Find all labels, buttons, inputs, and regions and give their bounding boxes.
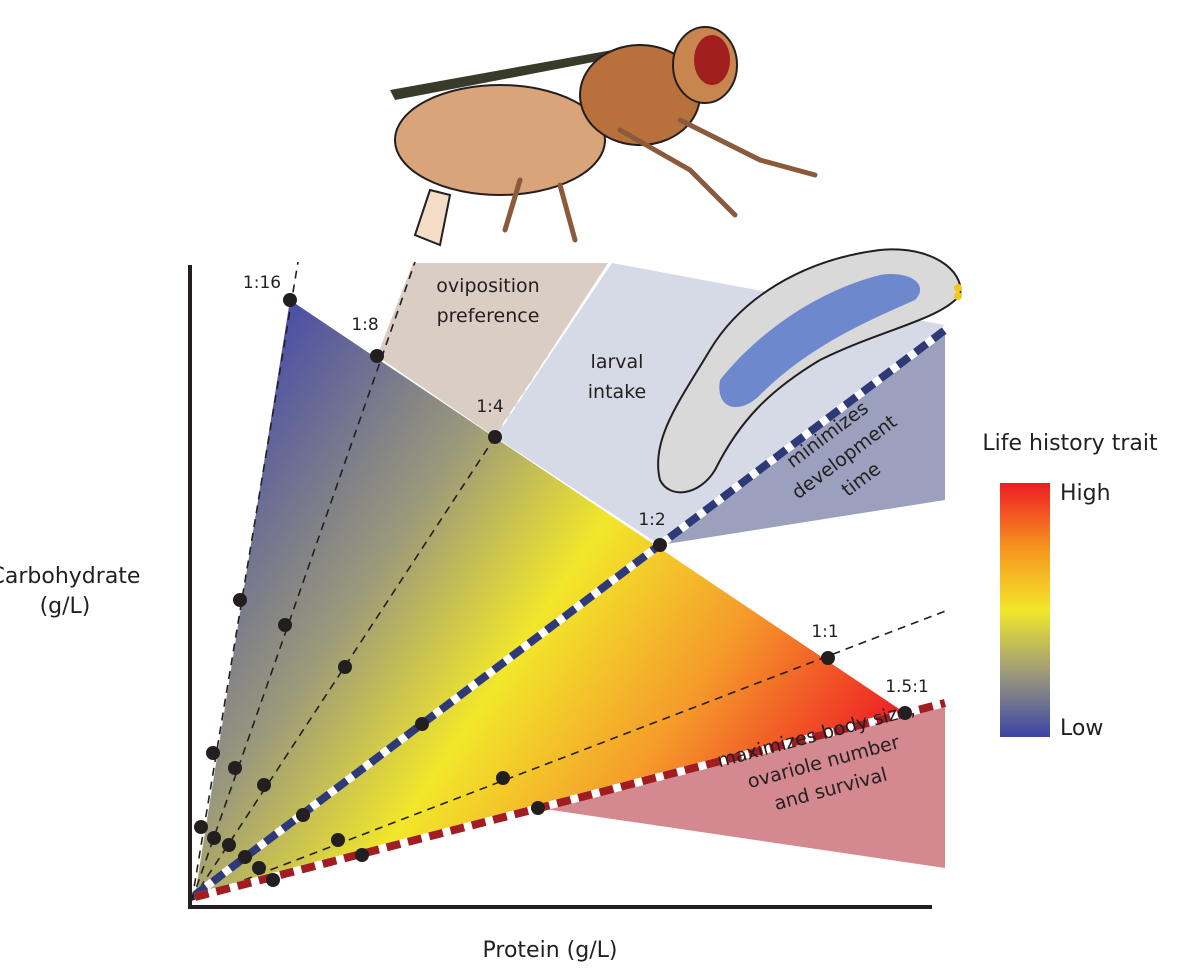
legend-colorbar xyxy=(1000,483,1050,737)
ratio-label: 1:2 xyxy=(638,510,665,530)
ray-extension xyxy=(494,261,611,438)
larva-illustration xyxy=(657,248,962,494)
response-triangle xyxy=(195,300,905,895)
region-label: larval xyxy=(591,351,644,373)
development-optimum xyxy=(192,326,948,899)
legend-high: High xyxy=(1060,481,1111,506)
fly-illustration xyxy=(390,26,818,247)
y-axis-label: (g/L) xyxy=(40,594,91,619)
ratio-label: 1.5:1 xyxy=(885,677,929,697)
survival-region xyxy=(538,703,945,868)
legend-low: Low xyxy=(1060,716,1103,741)
region-label: intake xyxy=(588,381,646,403)
oviposition-region xyxy=(377,263,608,437)
diet-points xyxy=(194,293,912,887)
axes xyxy=(188,265,932,909)
legend-title: Life history trait xyxy=(982,431,1158,456)
region-label: preference xyxy=(437,305,540,327)
ratio-label: 1:4 xyxy=(476,397,503,417)
ratio-label: 1:8 xyxy=(351,315,378,335)
ratio-label: 1:16 xyxy=(243,273,281,293)
x-axis-label: Protein (g/L) xyxy=(483,938,618,963)
region-label: oviposition xyxy=(436,275,539,297)
survival-optimum xyxy=(193,699,947,901)
ratio-label: 1:1 xyxy=(811,622,838,642)
y-axis-label: Carbohydrate xyxy=(0,564,140,589)
